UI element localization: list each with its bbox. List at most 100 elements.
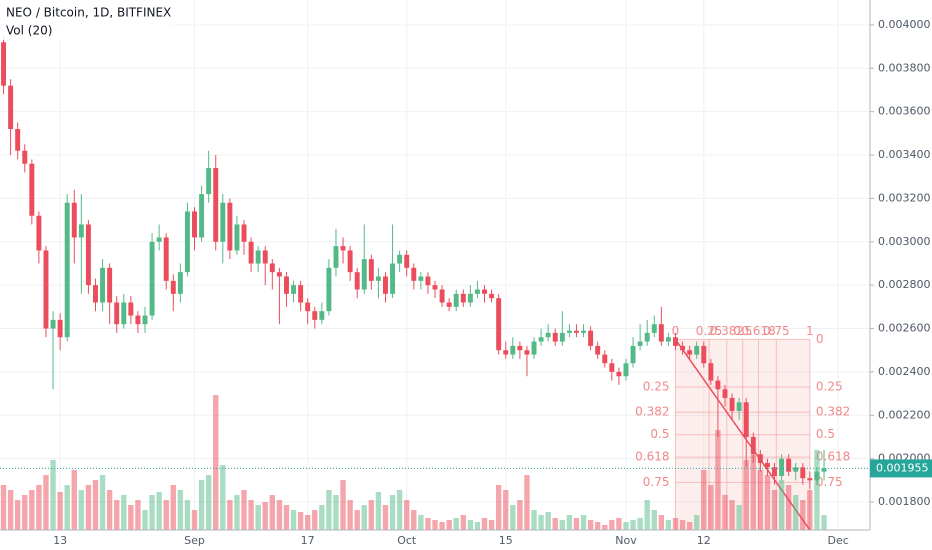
- candle-body: [800, 467, 806, 479]
- volume-bar: [50, 460, 56, 530]
- volume-bar: [644, 500, 650, 530]
- candle-body: [411, 267, 417, 281]
- candle-body: [460, 293, 466, 303]
- volume-bar: [538, 515, 544, 530]
- volume-bar: [198, 480, 205, 530]
- candle-body: [50, 319, 56, 329]
- candle-body: [496, 298, 502, 351]
- volume-bar: [0, 485, 7, 530]
- candle-body: [750, 436, 756, 455]
- candle-body: [114, 302, 120, 325]
- x-tick-label: Dec: [828, 534, 849, 547]
- volume-bar: [290, 510, 297, 530]
- candle-body: [375, 276, 381, 281]
- volume-bar: [743, 460, 749, 530]
- volume-bar: [36, 485, 42, 530]
- candle-body: [743, 402, 749, 437]
- volume-bar: [757, 470, 764, 530]
- candle-body: [722, 389, 728, 398]
- volume-bar: [276, 500, 283, 530]
- candle-body: [93, 285, 98, 303]
- candle-body: [510, 345, 516, 355]
- volume-bar: [220, 465, 226, 530]
- volume-bar: [467, 520, 474, 530]
- y-tick-label: 0.002200: [878, 408, 931, 421]
- volume-bar: [29, 490, 35, 530]
- volume-bar: [255, 505, 261, 530]
- candle-body: [177, 272, 183, 294]
- volume-bar: [821, 515, 827, 530]
- volume-bar: [814, 450, 820, 530]
- candle-body: [708, 363, 714, 381]
- volume-bar: [488, 520, 495, 530]
- y-tick-label: 0.002800: [878, 278, 931, 291]
- last-price-label: 0.001955: [876, 461, 929, 474]
- candle-body: [149, 241, 155, 316]
- volume-bar: [679, 520, 686, 530]
- volume-bar: [382, 505, 389, 530]
- candle-body: [192, 211, 197, 238]
- volume-bar: [658, 515, 665, 530]
- x-tick-label: Nov: [615, 534, 637, 547]
- candle-body: [694, 345, 700, 355]
- volume-bar: [411, 510, 417, 530]
- candle-body: [467, 293, 473, 303]
- x-tick-label: Sep: [184, 534, 205, 547]
- volume-bar: [106, 490, 113, 530]
- candle-body: [623, 363, 629, 377]
- candle-body: [644, 332, 650, 342]
- candle-body: [71, 202, 77, 238]
- candle-body: [637, 341, 643, 346]
- x-tick-label: 17: [301, 534, 315, 547]
- fib-level-label: 0: [816, 332, 824, 346]
- candle-body: [170, 280, 176, 294]
- volume-bar: [368, 500, 375, 530]
- volume-bar: [149, 495, 155, 530]
- x-tick-label: 13: [53, 534, 67, 547]
- volume-bar: [750, 455, 756, 530]
- x-tick-label: 12: [697, 534, 711, 547]
- volume-bar: [213, 395, 219, 530]
- volume-bar: [453, 518, 459, 530]
- candle-body: [658, 324, 664, 342]
- volume-bar: [531, 510, 537, 530]
- candle-body: [262, 250, 268, 264]
- candle-body: [128, 302, 134, 316]
- candle-body: [545, 332, 551, 338]
- volume-bar: [446, 520, 452, 530]
- volume-bar: [439, 522, 445, 530]
- candle-body: [665, 337, 671, 342]
- candle-body: [432, 285, 438, 290]
- candle-body: [517, 345, 523, 351]
- fib-level-label: 0.5: [816, 427, 835, 441]
- candle-body: [333, 246, 339, 268]
- volume-bar: [425, 518, 431, 530]
- candle-body: [8, 85, 14, 130]
- volume-bar: [248, 500, 254, 530]
- candle-body: [588, 330, 594, 346]
- chart-title: NEO / Bitcoin, 1D, BITFINEX: [6, 6, 171, 20]
- candle-body: [602, 354, 608, 364]
- volume-bar: [375, 492, 382, 530]
- candle-body: [538, 337, 544, 342]
- volume-bar: [234, 495, 240, 530]
- fib-time-label: 0.25: [696, 324, 723, 338]
- volume-bar: [156, 492, 162, 530]
- candle-body: [680, 345, 686, 351]
- volume-bar: [121, 495, 127, 530]
- candle-body: [573, 330, 579, 333]
- volume-bar: [602, 525, 608, 530]
- volume-bar: [460, 515, 466, 530]
- candle-body: [107, 267, 113, 303]
- volume-bar: [333, 495, 339, 530]
- volume-bar: [57, 492, 63, 530]
- fib-level-label: 0.618: [635, 450, 669, 464]
- y-tick-label: 0.002600: [878, 322, 931, 335]
- volume-bar: [7, 490, 14, 530]
- candle-body: [368, 259, 374, 281]
- candle-body: [673, 337, 678, 346]
- volume-bar: [340, 480, 346, 530]
- volume-bar: [517, 500, 523, 530]
- candle-body: [404, 254, 410, 268]
